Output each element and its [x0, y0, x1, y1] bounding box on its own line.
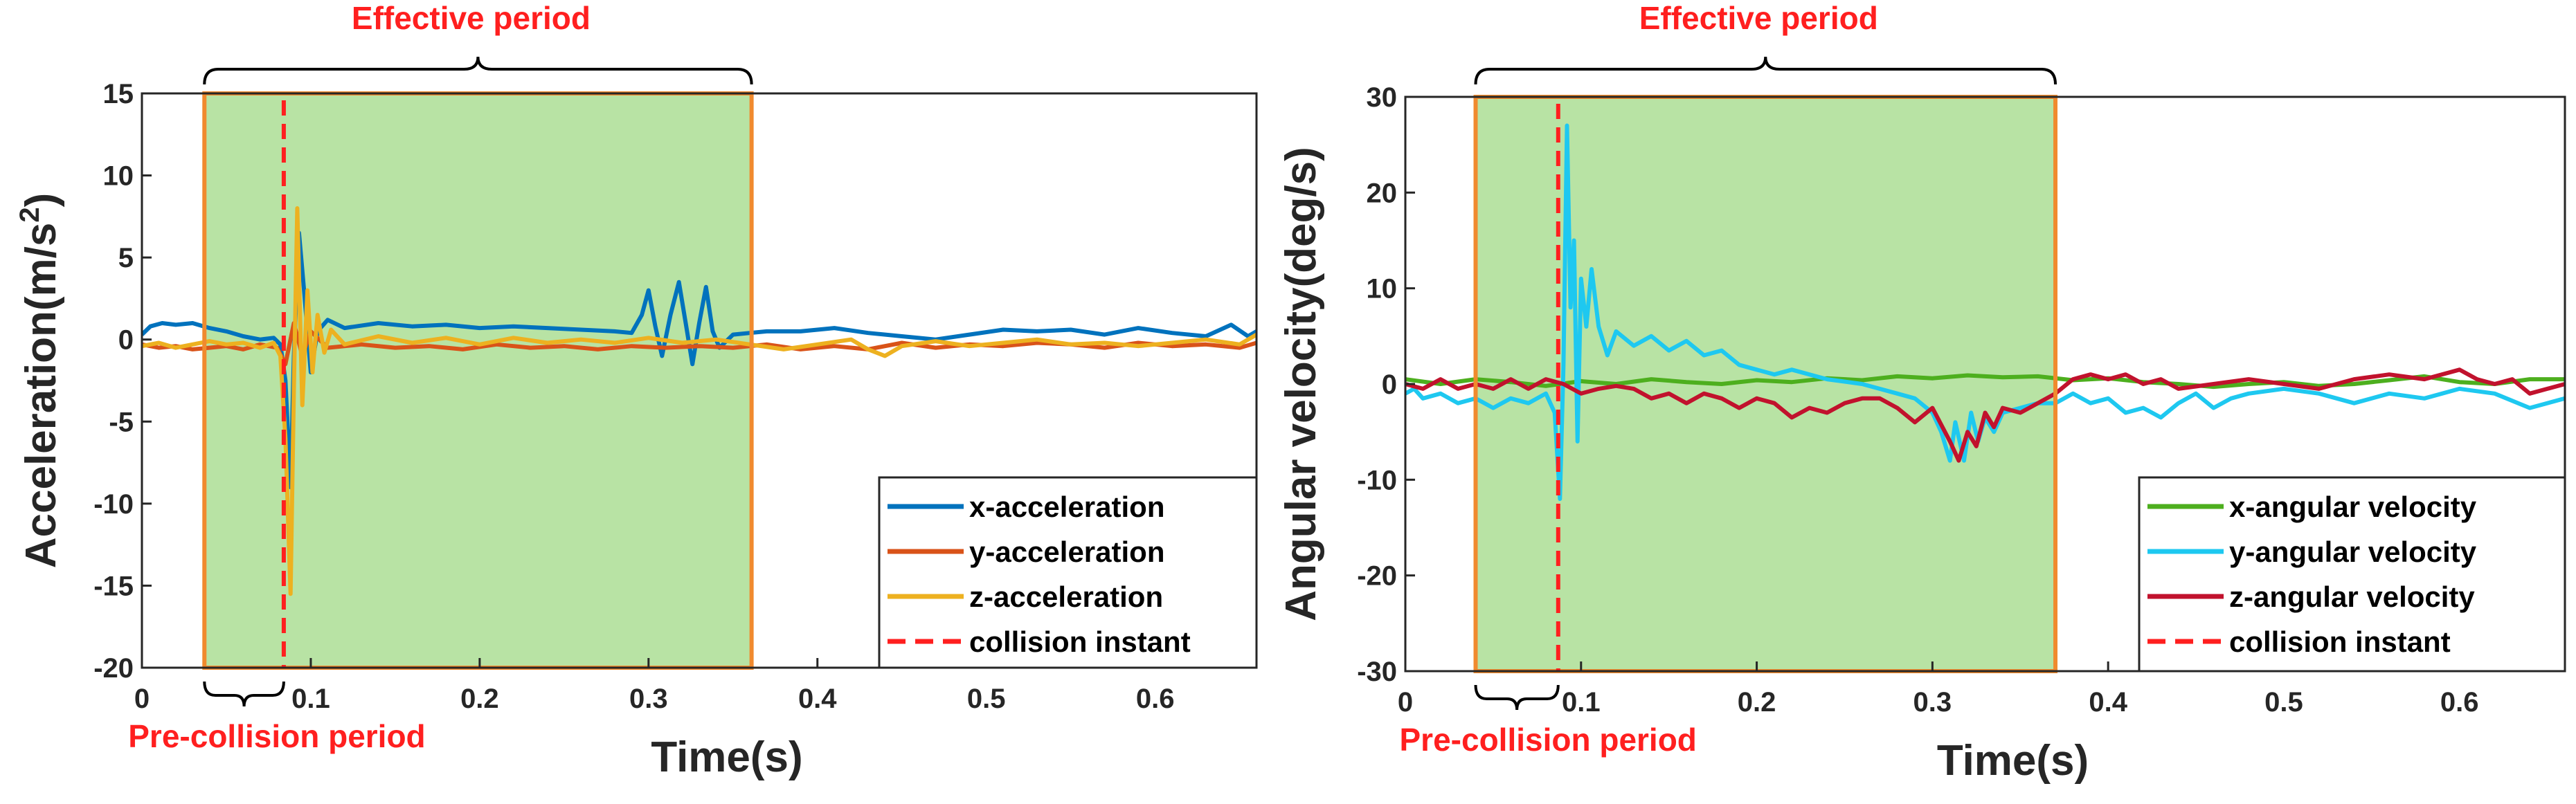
y-tick-label: -30 — [1357, 657, 1397, 687]
x-tick-label: 0.4 — [798, 684, 837, 714]
x-tick-label: 0.6 — [2440, 687, 2479, 718]
effective-period-brace — [203, 56, 753, 85]
y-axis-title: Angular velocity(deg/s) — [1277, 147, 1325, 621]
legend-label: collision instant — [969, 625, 1191, 658]
legend-label: x-acceleration — [969, 491, 1164, 523]
y-tick-label: 10 — [103, 161, 134, 192]
angular-velocity-panel: 0 0.1 0.2 0.3 0.4 0.5 0.6 -30 -20 -10 0 10 20 30 Time(… — [1277, 0, 2566, 785]
x-tick-label: 0.2 — [1738, 687, 1776, 718]
y-tick-label: -20 — [1357, 561, 1397, 592]
x-tick-label: 0.2 — [460, 684, 499, 714]
pre-collision-label: Pre-collision period — [1400, 722, 1697, 758]
y-axis-title-suffix: ) — [17, 193, 65, 208]
series-line-z-acceleration — [142, 206, 1257, 596]
series-group — [1405, 123, 2565, 501]
effective-period-brace — [1474, 56, 2057, 85]
axes-frame — [141, 92, 1258, 669]
y-axis-title-superscript: 2 — [15, 207, 45, 222]
y-tick-label: -15 — [93, 571, 134, 601]
legend-label: z-acceleration — [969, 581, 1163, 613]
effective-period-label: Effective period — [1639, 0, 1878, 36]
legend: x-angular velocity y-angular velocity z-an… — [2138, 476, 2566, 673]
series-line-z-angular-velocity — [1405, 367, 2565, 463]
y-tick-label: 0 — [1382, 369, 1397, 400]
series-line-x-angular-velocity — [1405, 373, 2565, 390]
effective-period-label: Effective period — [352, 0, 591, 36]
y-axis-title-main: Acceleration(m/s — [17, 223, 65, 569]
y-tick-label: 20 — [1367, 178, 1398, 208]
x-tick-label: 0.5 — [2264, 687, 2303, 718]
x-tick-label: 0.3 — [1913, 687, 1952, 718]
x-tick-label: 0.1 — [1562, 687, 1601, 718]
legend: x-acceleration y-acceleration z-accelerati… — [878, 476, 1258, 669]
y-tick-label: 0 — [118, 325, 134, 356]
x-axis-title: Time(s) — [651, 733, 802, 781]
y-tick-label: -20 — [93, 653, 134, 684]
y-tick-label: 5 — [118, 243, 134, 273]
series-line-y-angular-velocity — [1405, 123, 2565, 501]
x-tick-label: 0.6 — [1136, 684, 1175, 714]
x-tick-label: 0 — [134, 684, 150, 714]
legend-box — [878, 476, 1258, 669]
y-axis-title: Acceleration(m/s2) — [15, 193, 65, 569]
pre-collision-label: Pre-collision period — [128, 718, 425, 754]
pre-collision-brace — [1474, 684, 1560, 711]
y-tick-label: -10 — [1357, 465, 1397, 495]
y-tick-label: -5 — [109, 407, 134, 437]
x-axis-title: Time(s) — [1937, 737, 2089, 785]
series-group — [142, 206, 1257, 596]
acceleration-panel: 0 0.1 0.2 0.3 0.4 0.5 0.6 -20 -15 -10 -5 0 5 10 15 Time… — [15, 0, 1258, 781]
legend-label: y-acceleration — [969, 536, 1164, 568]
x-tick-label: 0.5 — [967, 684, 1006, 714]
x-tick-label: 0.4 — [2089, 687, 2127, 718]
legend-label: collision instant — [2229, 625, 2451, 658]
y-tick-label: -10 — [93, 489, 134, 520]
pre-collision-brace — [203, 681, 285, 707]
y-tick-label: 15 — [103, 79, 134, 109]
x-tick-label: 0 — [1398, 687, 1413, 718]
legend-box — [2138, 476, 2566, 673]
legend-label: z-angular velocity — [2229, 581, 2475, 613]
x-tick-label: 0.1 — [291, 684, 330, 714]
x-tick-label: 0.3 — [629, 684, 668, 714]
y-tick-label: 30 — [1367, 82, 1398, 113]
y-tick-label: 10 — [1367, 274, 1398, 304]
legend-label: x-angular velocity — [2229, 491, 2477, 523]
legend-label: y-angular velocity — [2229, 536, 2477, 568]
series-line-x-acceleration — [142, 230, 1257, 490]
y-axis-title-main: Angular velocity(deg/s) — [1277, 147, 1325, 621]
